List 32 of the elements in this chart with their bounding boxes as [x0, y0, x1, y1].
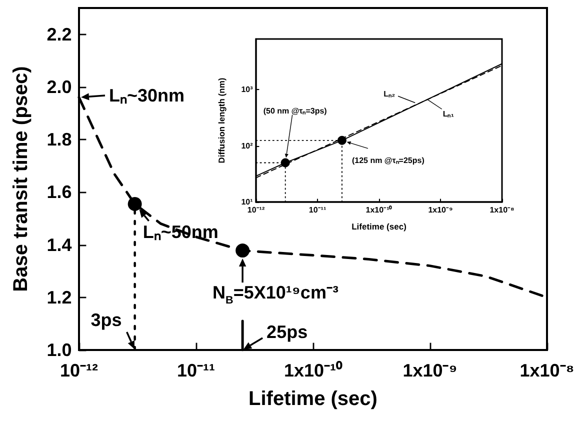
x-tick-label: 1x10⁻⁹ [428, 206, 453, 214]
y-tick-label: 2.2 [46, 24, 72, 44]
y-tick-label: 1.4 [46, 234, 72, 255]
annotation: Lₙ~30nm [109, 85, 185, 106]
y-tick-label: 2.0 [46, 76, 72, 97]
y-tick-label: 1.6 [46, 182, 72, 202]
annotation: 25ps [266, 322, 308, 342]
annotation: Lₙ₂ [384, 90, 396, 99]
x-axis-title: Lifetime (sec) [248, 388, 378, 410]
x-tick-label: 10⁻¹¹ [308, 206, 326, 214]
x-tick-label: 1x10⁻⁹ [402, 360, 458, 381]
y-tick-label: 1.0 [46, 340, 72, 360]
x-tick-label: 1x10⁻⁸ [520, 360, 574, 381]
x-axis-title: Lifetime (sec) [352, 222, 407, 232]
x-tick-label: 1x10⁻¹⁰ [366, 206, 392, 214]
y-tick-label: 1.2 [46, 287, 72, 308]
y-axis-title: Base transit time (psec) [10, 66, 32, 292]
x-tick-label: 10⁻¹² [60, 360, 98, 381]
annotation: Lₙ~50nm [142, 222, 218, 242]
y-tick-label: 10³ [241, 85, 254, 94]
x-tick-label: 1x10⁻⁸ [490, 206, 515, 214]
y-tick-label: 10² [241, 141, 254, 150]
annotation: (125 nm @τₙ=25ps) [352, 156, 425, 165]
y-tick-label: 1.8 [46, 130, 72, 150]
annotation: (50 nm @τₙ=3ps) [263, 106, 328, 116]
x-tick-label: 10⁻¹² [247, 206, 265, 214]
y-tick-label: 10¹ [241, 198, 254, 206]
y-axis-title: Diffusion length (nm) [216, 78, 226, 164]
x-tick-label: 10⁻¹¹ [176, 360, 216, 381]
x-tick-label: 1x10⁻¹⁰ [284, 360, 344, 381]
annotation: 3ps [90, 310, 122, 330]
annotation: Lₙ₁ [442, 110, 455, 119]
